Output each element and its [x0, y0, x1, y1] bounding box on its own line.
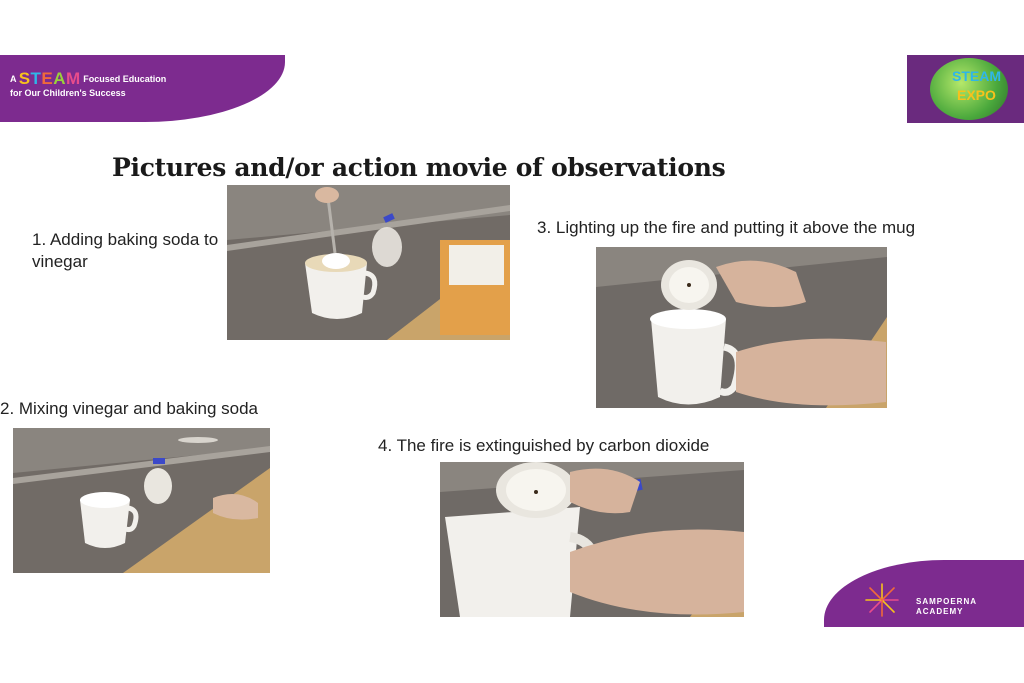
step-3-caption: 3. Lighting up the fire and putting it a…: [537, 218, 916, 237]
step-2-caption: 2. Mixing vinegar and baking soda: [0, 399, 258, 418]
step-4-caption: 4. The fire is extinguished by carbon di…: [378, 436, 710, 455]
academy-name-line1: SAMPOERNA: [916, 597, 978, 606]
banner-tagline-line1: A STEAM Focused Education: [10, 69, 166, 89]
step-2-photo: [13, 428, 270, 573]
steam-wordmark: STEAM: [19, 69, 81, 88]
steam-letter-s: S: [18, 69, 31, 88]
steam-expo-logo: STEAM EXPO: [907, 55, 1024, 123]
sampoerna-academy-banner: SAMPOERNA ACADEMY: [824, 560, 1024, 627]
step-1-photo: [227, 185, 510, 340]
step-3-photo: [596, 247, 887, 408]
banner-tagline-line2: for Our Children's Success: [10, 88, 126, 98]
tagline-prefix: A: [10, 74, 17, 84]
academy-name-line2: ACADEMY: [916, 607, 964, 616]
expo-globe-icon: [930, 58, 1008, 120]
slide-title: Pictures and/or action movie of observat…: [112, 153, 726, 182]
sampoerna-burst-icon: [865, 583, 899, 617]
steam-letter-t: T: [30, 69, 42, 88]
steam-letter-a: A: [53, 69, 67, 88]
steam-letter-m: M: [66, 69, 81, 88]
tagline-rest: Focused Education: [83, 74, 167, 84]
step-4-photo: [440, 462, 744, 617]
step-1-caption: 1. Adding baking soda to vinegar: [32, 230, 219, 271]
steam-banner: A STEAM Focused Education for Our Childr…: [0, 55, 285, 122]
expo-logo-line1: STEAM: [952, 68, 1001, 84]
academy-name: SAMPOERNA ACADEMY: [916, 597, 977, 617]
expo-logo-line2: EXPO: [957, 87, 996, 103]
steam-letter-e: E: [41, 69, 54, 88]
